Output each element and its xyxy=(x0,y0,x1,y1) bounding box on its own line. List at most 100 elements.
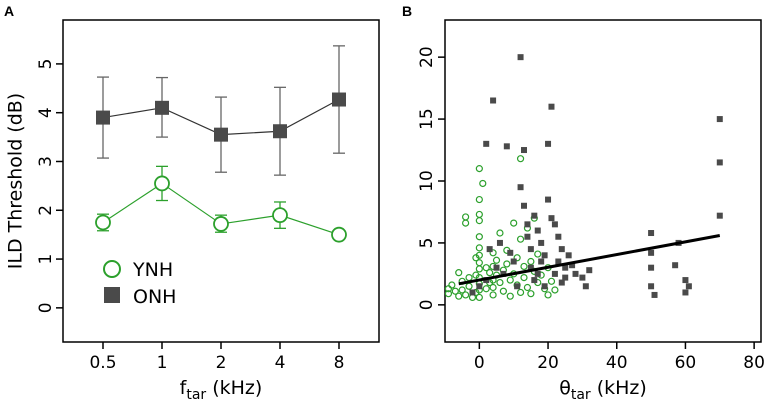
scatter-point-ynh xyxy=(475,259,483,267)
y-tick-label: 1 xyxy=(36,254,56,265)
scatter-point-ynh xyxy=(475,165,483,173)
legend-ynh-marker xyxy=(103,260,121,278)
panel-b-y-axis: 0 5 10 15 20 xyxy=(417,46,445,310)
panel-a-x-axis: 0.5 1 2 4 8 xyxy=(89,342,344,373)
scatter-point-onh xyxy=(716,159,723,166)
panel-a: A 0 1 2 3 4 5 0.5 1 2 4 8 ILD Threshold (dB) ftar… xyxy=(4,3,380,403)
scatter-point-ynh xyxy=(492,256,501,264)
data-point-onh xyxy=(332,92,346,107)
y-tick-label: 10 xyxy=(417,170,437,192)
scatter-point-onh xyxy=(507,249,514,256)
scatter-point-onh xyxy=(534,227,541,234)
data-point-onh xyxy=(155,100,169,115)
scatter-point-onh xyxy=(579,274,586,281)
scatter-point-onh xyxy=(685,283,692,290)
scatter-point-onh xyxy=(531,212,538,219)
x-tick-label: 40 xyxy=(606,353,628,373)
scatter-point-onh xyxy=(486,246,493,253)
scatter-point-ynh xyxy=(455,292,463,300)
panel-b-label: B xyxy=(402,3,412,19)
scatter-point-onh xyxy=(648,249,655,256)
scatter-point-ynh xyxy=(462,219,470,227)
scatter-point-ynh xyxy=(506,276,514,284)
scatter-point-onh xyxy=(527,264,534,271)
scatter-point-ynh xyxy=(489,283,497,292)
scatter-point-onh xyxy=(555,233,562,240)
x-tick-label: 20 xyxy=(537,353,559,373)
scatter-point-onh xyxy=(648,230,655,237)
scatter-point-ynh xyxy=(499,287,507,295)
scatter-point-onh xyxy=(648,283,655,290)
panel-a-y-axis: 0 1 2 3 4 5 xyxy=(36,58,63,313)
scatter-point-onh xyxy=(490,97,497,104)
data-point-ynh xyxy=(213,216,229,232)
scatter-point-ynh xyxy=(444,290,453,298)
scatter-point-onh xyxy=(716,212,723,219)
scatter-point-onh xyxy=(503,143,510,150)
scatter-point-ynh xyxy=(520,274,528,282)
scatter-point-onh xyxy=(541,283,548,290)
scatter-point-ynh xyxy=(475,210,483,219)
scatter-point-ynh xyxy=(455,269,463,277)
scatter-point-ynh xyxy=(520,262,528,271)
scatter-point-onh xyxy=(510,258,517,265)
scatter-point-onh xyxy=(565,252,572,259)
data-point-onh xyxy=(96,110,110,125)
y-tick-label: 5 xyxy=(36,58,56,69)
panel-b-x-axis: 0 20 40 60 80 xyxy=(474,342,765,373)
scatter-point-ynh xyxy=(544,291,552,299)
scatter-point-ynh xyxy=(496,278,504,287)
panel-a-label: A xyxy=(4,3,14,19)
x-tick-label: 80 xyxy=(743,353,765,373)
scatter-point-onh xyxy=(682,289,689,296)
y-tick-label: 4 xyxy=(36,107,56,118)
scatter-point-onh xyxy=(517,184,524,191)
scatter-point-onh xyxy=(545,140,552,147)
scatter-point-ynh xyxy=(482,285,490,293)
panel-b-points xyxy=(444,54,723,302)
scatter-point-ynh xyxy=(462,291,470,299)
scatter-point-ynh xyxy=(475,244,483,252)
scatter-point-ynh xyxy=(465,282,473,290)
scatter-point-ynh xyxy=(516,288,525,297)
legend-onh-marker xyxy=(104,287,120,303)
scatter-point-ynh xyxy=(516,235,525,243)
scatter-point-ynh xyxy=(503,260,511,268)
y-tick-label: 15 xyxy=(417,108,437,130)
scatter-point-ynh xyxy=(547,277,556,285)
panel-b: B 0 5 10 15 20 0 20 40 60 80 θtar (kHz) xyxy=(402,3,765,403)
panel-a-legend: YNH ONH xyxy=(103,259,176,308)
scatter-point-onh xyxy=(558,246,565,253)
x-tick-label: 8 xyxy=(334,353,345,373)
scatter-point-ynh xyxy=(506,292,514,300)
scatter-point-ynh xyxy=(462,213,470,221)
scatter-point-ynh xyxy=(486,269,494,277)
scatter-point-onh xyxy=(541,252,548,259)
scatter-point-onh xyxy=(682,277,689,284)
scatter-point-onh xyxy=(476,283,483,290)
panel-a-y-label: ILD Threshold (dB) xyxy=(5,93,27,269)
y-tick-label: 3 xyxy=(36,156,56,167)
x-tick-label: 4 xyxy=(275,353,286,373)
scatter-point-onh xyxy=(493,264,500,271)
x-tick-label: 2 xyxy=(216,353,227,373)
scatter-point-onh xyxy=(521,147,527,154)
y-tick-label: 20 xyxy=(417,46,437,68)
panel-b-fit xyxy=(458,234,721,286)
scatter-point-onh xyxy=(496,239,503,246)
x-tick-label: 1 xyxy=(157,353,168,373)
scatter-point-ynh xyxy=(534,250,542,258)
scatter-point-onh xyxy=(551,221,558,228)
scatter-point-ynh xyxy=(489,291,497,299)
scatter-point-onh xyxy=(538,239,545,246)
scatter-point-onh xyxy=(562,274,569,281)
scatter-point-onh xyxy=(562,264,569,271)
data-point-onh xyxy=(273,124,287,139)
scatter-point-onh xyxy=(648,264,655,271)
scatter-point-onh xyxy=(534,270,541,277)
scatter-point-ynh xyxy=(465,274,473,282)
scatter-point-onh xyxy=(469,289,476,296)
scatter-point-onh xyxy=(500,270,507,277)
panel-b-frame xyxy=(444,19,762,343)
